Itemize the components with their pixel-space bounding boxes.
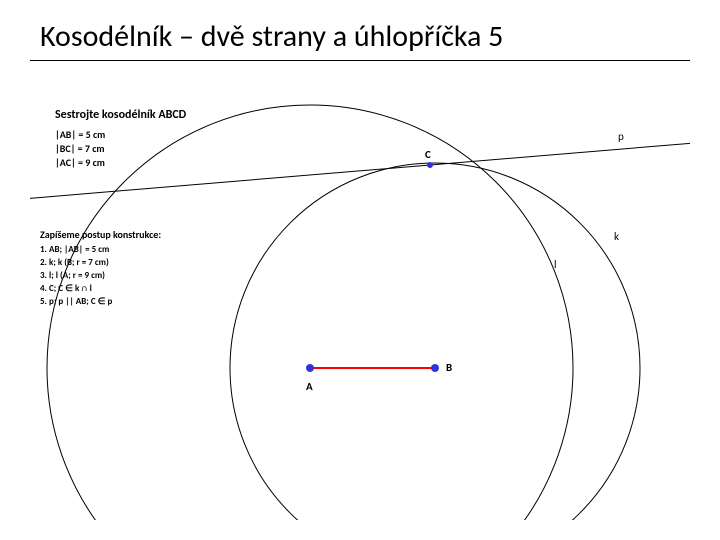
step-1: 1. AB; |AB| = 5 cm (40, 244, 109, 255)
label-b: B (446, 361, 452, 374)
label-p: p (618, 130, 624, 143)
point-a (306, 364, 314, 372)
slide: Kosodélník – dvě strany a úhlopříčka 5 S… (0, 0, 720, 540)
label-c: C (425, 148, 431, 161)
label-a: A (306, 380, 313, 393)
point-c (427, 162, 433, 168)
step-5: 5. p; p || AB; C ∈ p (40, 296, 112, 307)
step-2: 2. k; k (B; r = 7 cm) (40, 257, 109, 268)
construction-svg (30, 100, 690, 520)
label-k: k (614, 230, 619, 243)
point-b (431, 364, 439, 372)
given-ab: |AB| = 5 cm (55, 128, 105, 141)
given-bc: |BC| = 7 cm (55, 142, 105, 155)
title-underline (30, 60, 690, 61)
diagram-area: Sestrojte kosodélník ABCD |AB| = 5 cm |B… (30, 100, 690, 520)
circle-k (230, 163, 640, 520)
page-title: Kosodélník – dvě strany a úhlopříčka 5 (40, 18, 680, 55)
label-l: l (554, 258, 557, 271)
step-3: 3. l; l (A; r = 9 cm) (40, 270, 105, 281)
instruction-title: Sestrojte kosodélník ABCD (55, 108, 186, 122)
line-p (30, 140, 690, 200)
steps-title: Zapíšeme postup konstrukce: (40, 228, 161, 241)
circle-l (47, 105, 573, 520)
given-ac: |AC| = 9 cm (55, 156, 105, 169)
step-4: 4. C; C ∈ k ∩ l (40, 283, 92, 294)
